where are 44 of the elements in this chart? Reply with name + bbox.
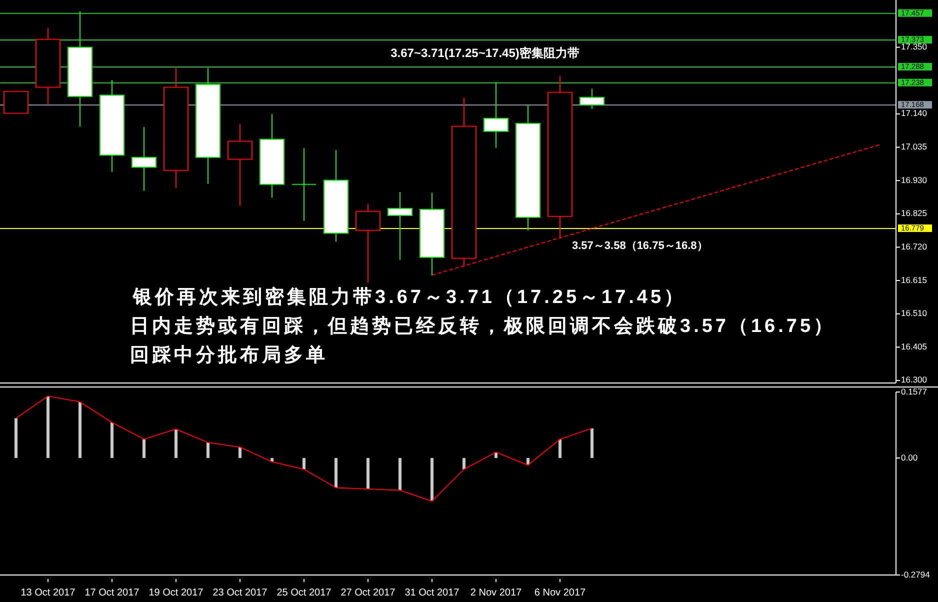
y-tick-label: 16.825 [901, 208, 928, 218]
y-tick-label: 17.350 [901, 42, 928, 52]
y-tick-label: 16.405 [901, 341, 928, 352]
bar [558, 439, 562, 458]
x-tick-label: 6 Nov 2017 [534, 588, 586, 599]
bar [334, 458, 338, 488]
x-tick-label: 19 Oct 2017 [148, 588, 204, 599]
y-tick-label: 16.300 [901, 374, 928, 385]
y-tick-label: 0.1577 [901, 386, 928, 396]
bar [302, 458, 306, 470]
bar [14, 418, 18, 458]
bar [206, 442, 210, 458]
x-tick-label: 31 Oct 2017 [404, 588, 460, 599]
annotation: 3.67~3.71(17.25~17.45)密集阻力带 [390, 46, 580, 60]
x-tick-label: 23 Oct 2017 [212, 588, 268, 599]
bar [430, 458, 434, 502]
bar [366, 458, 370, 490]
bar [238, 447, 242, 458]
y-tick-label: 16.510 [901, 308, 928, 318]
line-series [16, 396, 592, 502]
y-tick-label: -0.2794 [901, 569, 930, 580]
y-tick-label: 17.035 [901, 141, 928, 152]
bar [110, 422, 114, 458]
bar [78, 402, 82, 458]
bar [462, 458, 466, 470]
bar [142, 439, 146, 458]
annotation: 回踩中分批布局多单 [130, 344, 328, 366]
x-tick-label: 2 Nov 2017 [470, 588, 522, 599]
y-tick-label: 16.615 [901, 274, 928, 285]
y-tick-label: 16.930 [901, 174, 928, 185]
y-tick-label: 17.140 [901, 108, 928, 118]
annotation: 3.57～3.58（16.75～16.8） [572, 240, 708, 252]
bar [398, 458, 402, 490]
annotation: 银价再次来到密集阻力带3.67～3.71（17.25～17.45） [132, 286, 686, 308]
x-tick-label: 17 Oct 2017 [84, 588, 140, 599]
y-tick-label: 0.00 [901, 452, 918, 462]
bar [590, 428, 594, 458]
bar [46, 396, 50, 458]
y-tick-label: 16.720 [901, 241, 928, 252]
x-tick-label: 13 Oct 2017 [20, 588, 76, 599]
x-tick-label: 27 Oct 2017 [340, 588, 396, 599]
bar [174, 429, 178, 458]
annotation: 日内走势或有回踩，但趋势已经反转，极限回调不会跌破3.57（16.75） [130, 315, 836, 338]
x-tick-label: 25 Oct 2017 [276, 588, 332, 599]
